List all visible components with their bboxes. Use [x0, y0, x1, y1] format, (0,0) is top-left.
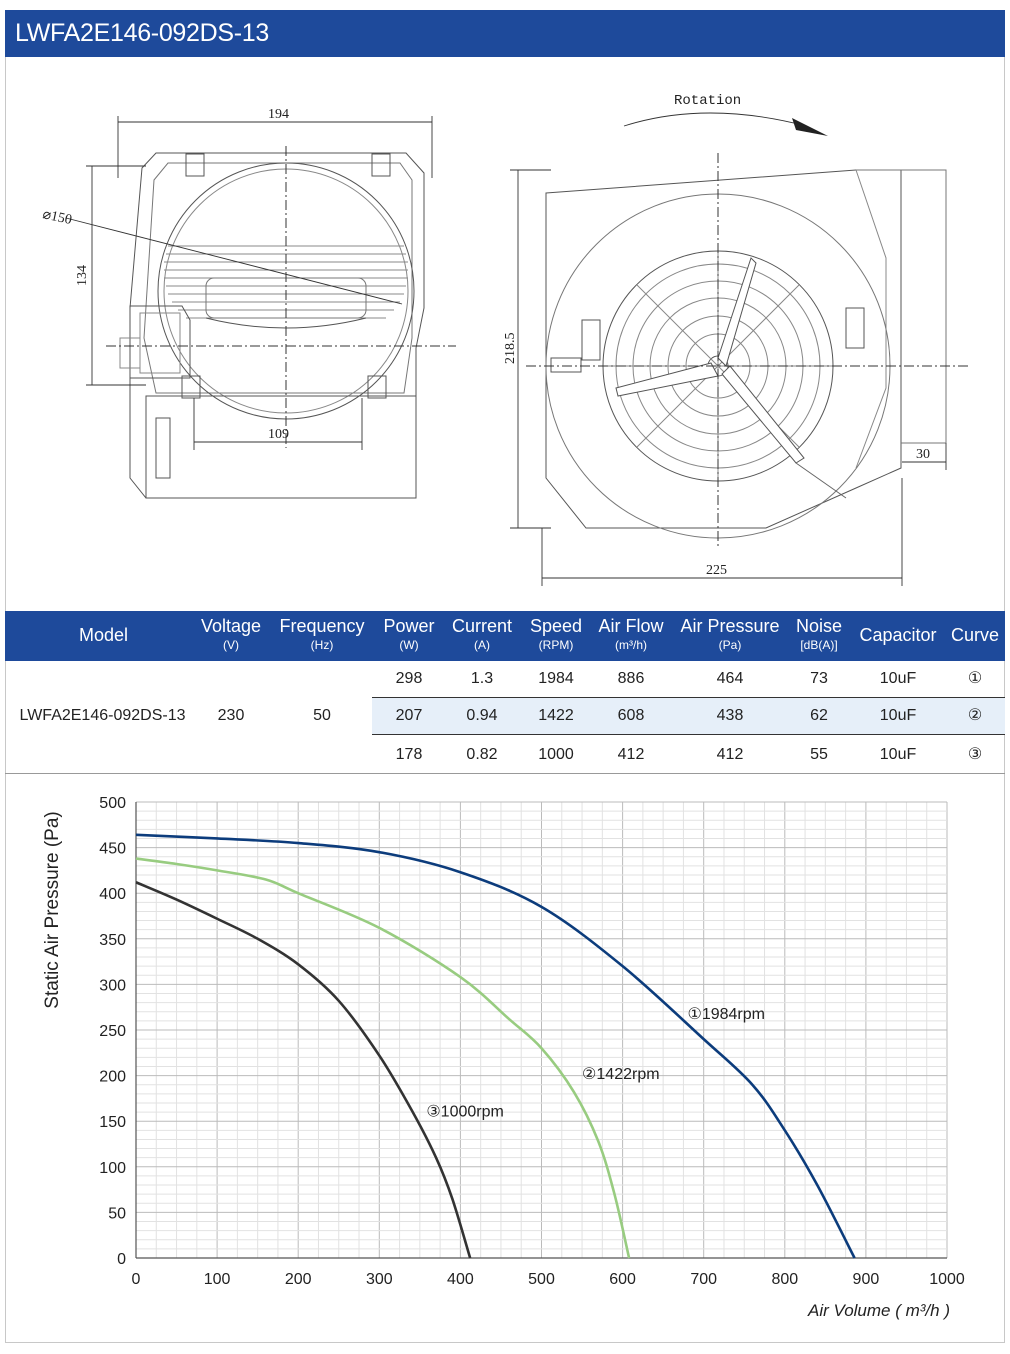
dim-diameter: ⌀150 [41, 207, 73, 228]
noise-cell: 62 [810, 707, 828, 724]
x-tick-label: 0 [132, 1271, 141, 1288]
y-axis-label: Static Air Pressure (Pa) [42, 811, 63, 1008]
x-tick-label: 900 [853, 1271, 880, 1288]
y-tick-label: 300 [99, 977, 126, 994]
power-cell: 207 [395, 707, 423, 724]
dim-total-width: 225 [706, 563, 727, 578]
rotation-label: Rotation [674, 93, 741, 109]
y-tick-label: 250 [99, 1023, 126, 1040]
dim-outlet-depth: 30 [916, 447, 930, 462]
chart-series [135, 833, 856, 1259]
speed-cell: 1000 [538, 746, 574, 763]
dim-height-left: 134 [75, 265, 90, 286]
capacitor-cell: 10uF [879, 746, 917, 763]
capacitor-cell: 10uF [879, 707, 917, 724]
row-highlight-band [372, 697, 1005, 735]
curve-label-2: ②1422rpm [582, 1066, 660, 1083]
power-cell: 178 [395, 746, 423, 763]
header-frequency: Frequency (Hz) [279, 616, 365, 652]
x-tick-label: 600 [609, 1271, 636, 1288]
air-pressure-cell: 412 [716, 746, 744, 763]
x-tick-label: 200 [285, 1271, 312, 1288]
header-air-pressure: Air Pressure (Pa) [680, 616, 780, 652]
dim-width-top: 194 [268, 107, 289, 122]
y-tick-label: 200 [99, 1069, 126, 1086]
y-tick-label: 500 [99, 795, 126, 812]
air-flow-cell: 412 [617, 746, 645, 763]
side-view-drawing [526, 153, 971, 548]
x-tick-label: 400 [447, 1271, 474, 1288]
header-power: Power (W) [383, 616, 435, 652]
table-divider [5, 773, 1005, 774]
noise-cell: 73 [810, 670, 828, 687]
curve-label-1: ①1984rpm [687, 1006, 765, 1023]
air-flow-cell: 886 [617, 670, 645, 687]
speed-cell: 1422 [538, 707, 574, 724]
frequency-cell: 50 [313, 707, 331, 724]
y-tick-label: 150 [99, 1114, 126, 1131]
speed-cell: 1984 [538, 670, 574, 687]
y-tick-label: 350 [99, 932, 126, 949]
voltage-cell: 230 [217, 707, 245, 724]
air-pressure-cell: 438 [716, 707, 744, 724]
table-row: 178 0.82 1000 412 412 55 10uF ③ [5, 736, 1005, 774]
dim-height-right: 218.5 [503, 333, 518, 365]
y-tick-label: 50 [108, 1205, 126, 1222]
title-bar: LWFA2E146-092DS-13 [5, 10, 1005, 57]
page-title: LWFA2E146-092DS-13 [15, 19, 269, 47]
curve-cell: ③ [967, 746, 983, 763]
header-capacitor: Capacitor [859, 625, 937, 645]
x-tick-label: 800 [771, 1271, 798, 1288]
curve-cell: ① [967, 670, 983, 687]
y-tick-label: 400 [99, 886, 126, 903]
x-tick-label: 1000 [929, 1271, 965, 1288]
y-tick-label: 450 [99, 841, 126, 858]
side-view-dimensions [510, 112, 947, 586]
table-row: 207 0.94 1422 608 438 62 10uF ② [5, 697, 1005, 735]
x-tick-label: 300 [366, 1271, 393, 1288]
front-view-dimensions [65, 116, 433, 450]
air-pressure-cell: 464 [716, 670, 744, 687]
current-cell: 1.3 [470, 670, 494, 687]
performance-chart: 0 100 200 300 400 500 600 700 800 900 1000 0 50 100 15… [42, 795, 965, 1320]
series-line-3 [135, 881, 472, 1259]
header-noise: Noise [dB(A)] [795, 616, 843, 652]
table-row: 298 1.3 1984 886 464 73 10uF ① [5, 660, 1005, 698]
y-tick-label: 0 [117, 1251, 126, 1268]
front-view-drawing [106, 146, 456, 499]
x-tick-label: 700 [690, 1271, 717, 1288]
y-tick-label: 100 [99, 1160, 126, 1177]
rotation-arrow-icon [792, 118, 828, 136]
x-tick-label: 500 [528, 1271, 555, 1288]
air-flow-cell: 608 [617, 707, 645, 724]
spec-table-header: Model Voltage (V) Frequency (Hz) Power (W) … [5, 611, 1005, 661]
dim-bottom-width: 109 [268, 427, 289, 442]
header-curve: Curve [950, 625, 999, 645]
technical-drawings: 194 ⌀150 134 109 Rotation 218.5 30 225 [41, 93, 971, 586]
noise-cell: 55 [810, 746, 828, 763]
header-current: Current (A) [451, 616, 513, 652]
model-cell: LWFA2E146-092DS-13 [19, 707, 186, 724]
power-cell: 298 [395, 670, 423, 687]
chart-labels: ①1984rpm ②1422rpm ③1000rpm [426, 1006, 765, 1121]
header-model: Model [78, 625, 129, 645]
curve-label-3: ③1000rpm [426, 1104, 504, 1121]
series-line-2 [135, 857, 631, 1259]
chart-axes: 0 100 200 300 400 500 600 700 800 900 1000 0 50 100 15… [99, 795, 965, 1288]
chart-grid [135, 801, 948, 1259]
header-voltage: Voltage (V) [200, 616, 262, 652]
curve-cell: ② [967, 707, 983, 724]
series-line-1 [135, 833, 856, 1259]
capacitor-cell: 10uF [879, 670, 917, 687]
x-tick-label: 100 [204, 1271, 231, 1288]
current-cell: 0.94 [466, 707, 498, 724]
current-cell: 0.82 [466, 746, 498, 763]
x-axis-label: Air Volume ( m³/h ) [807, 1301, 950, 1320]
header-speed: Speed (RPM) [529, 616, 583, 652]
header-air-flow: Air Flow (m³/h) [598, 616, 664, 652]
